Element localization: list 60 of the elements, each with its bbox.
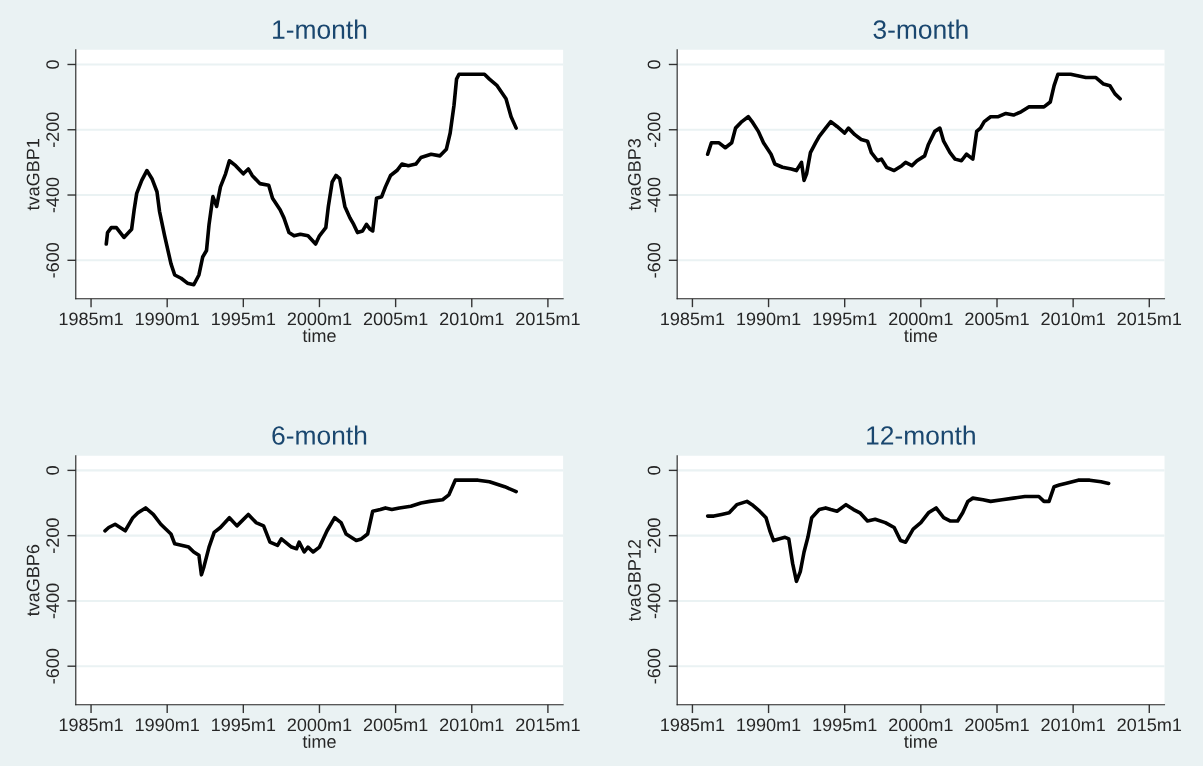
x-tick-label: 1985m1 bbox=[59, 718, 123, 732]
x-tick-label: 2000m1 bbox=[889, 312, 953, 326]
x-tick-label: 2000m1 bbox=[287, 312, 352, 326]
y-tick-label: -400 bbox=[647, 583, 661, 619]
x-tick-label: 1990m1 bbox=[135, 718, 199, 732]
x-tick-label: 2000m1 bbox=[889, 718, 953, 732]
x-tick-label: 1990m1 bbox=[135, 312, 199, 326]
x-tick-label: 2015m1 bbox=[516, 718, 580, 732]
x-axis-title: time bbox=[302, 328, 336, 343]
y-axis-title: tvaGBP6 bbox=[26, 544, 40, 617]
x-axis-title: time bbox=[904, 328, 938, 343]
x-tick-label: 2010m1 bbox=[440, 312, 504, 326]
y-tick-label: 0 bbox=[647, 60, 661, 69]
line-series bbox=[705, 72, 1122, 183]
x-axis-title: time bbox=[904, 734, 938, 749]
y-tick-label: -200 bbox=[647, 112, 661, 148]
x-tick-label: 1990m1 bbox=[737, 312, 801, 326]
x-tick-label: 2010m1 bbox=[1041, 312, 1105, 326]
x-tick-label: 2005m1 bbox=[965, 312, 1029, 326]
y-axis-title: tvaGBP3 bbox=[628, 138, 641, 211]
x-tick-label: 1985m1 bbox=[661, 312, 725, 326]
y-axis-title: tvaGBP1 bbox=[26, 139, 40, 211]
line-series bbox=[103, 478, 518, 577]
y-tick-label: -200 bbox=[647, 518, 661, 553]
x-tick-label: 1995m1 bbox=[813, 718, 877, 732]
x-tick-label: 2015m1 bbox=[516, 312, 580, 326]
x-tick-label: 2010m1 bbox=[1041, 718, 1105, 732]
x-tick-label: 1990m1 bbox=[737, 718, 801, 732]
y-tick-label: -600 bbox=[647, 242, 661, 278]
chart-title: 12-month bbox=[867, 425, 975, 445]
y-axis-title: tvaGBP12 bbox=[628, 539, 641, 622]
x-tick-label: 2000m1 bbox=[287, 718, 352, 732]
y-tick-label: -600 bbox=[647, 648, 661, 684]
x-tick-label: 2005m1 bbox=[363, 312, 428, 326]
x-axis-title: time bbox=[302, 734, 336, 749]
y-tick-label: 0 bbox=[46, 466, 60, 475]
x-tick-label: 2015m1 bbox=[1117, 718, 1182, 732]
x-tick-label: 2010m1 bbox=[440, 718, 504, 732]
y-tick-label: 0 bbox=[647, 466, 661, 475]
y-tick-label: -400 bbox=[46, 583, 60, 619]
y-tick-label: -200 bbox=[46, 518, 60, 553]
y-tick-label: 0 bbox=[46, 60, 60, 69]
y-tick-label: -600 bbox=[46, 242, 60, 278]
y-tick-label: -600 bbox=[46, 648, 60, 684]
y-tick-label: -200 bbox=[46, 112, 60, 148]
chart-title: 6-month bbox=[272, 425, 367, 445]
y-tick-label: -400 bbox=[46, 177, 60, 213]
x-tick-label: 1995m1 bbox=[212, 718, 276, 732]
x-tick-label: 1995m1 bbox=[813, 312, 877, 326]
x-tick-label: 1985m1 bbox=[59, 312, 123, 326]
x-tick-label: 1995m1 bbox=[212, 312, 276, 326]
line-series bbox=[705, 478, 1111, 584]
x-tick-label: 2005m1 bbox=[363, 718, 428, 732]
x-tick-label: 2005m1 bbox=[965, 718, 1029, 732]
line-series bbox=[104, 72, 518, 287]
x-tick-label: 2015m1 bbox=[1117, 312, 1182, 326]
chart-title: 3-month bbox=[873, 19, 968, 39]
y-tick-label: -400 bbox=[647, 177, 661, 213]
x-tick-label: 1985m1 bbox=[661, 718, 725, 732]
chart-title: 1-month bbox=[273, 19, 367, 39]
